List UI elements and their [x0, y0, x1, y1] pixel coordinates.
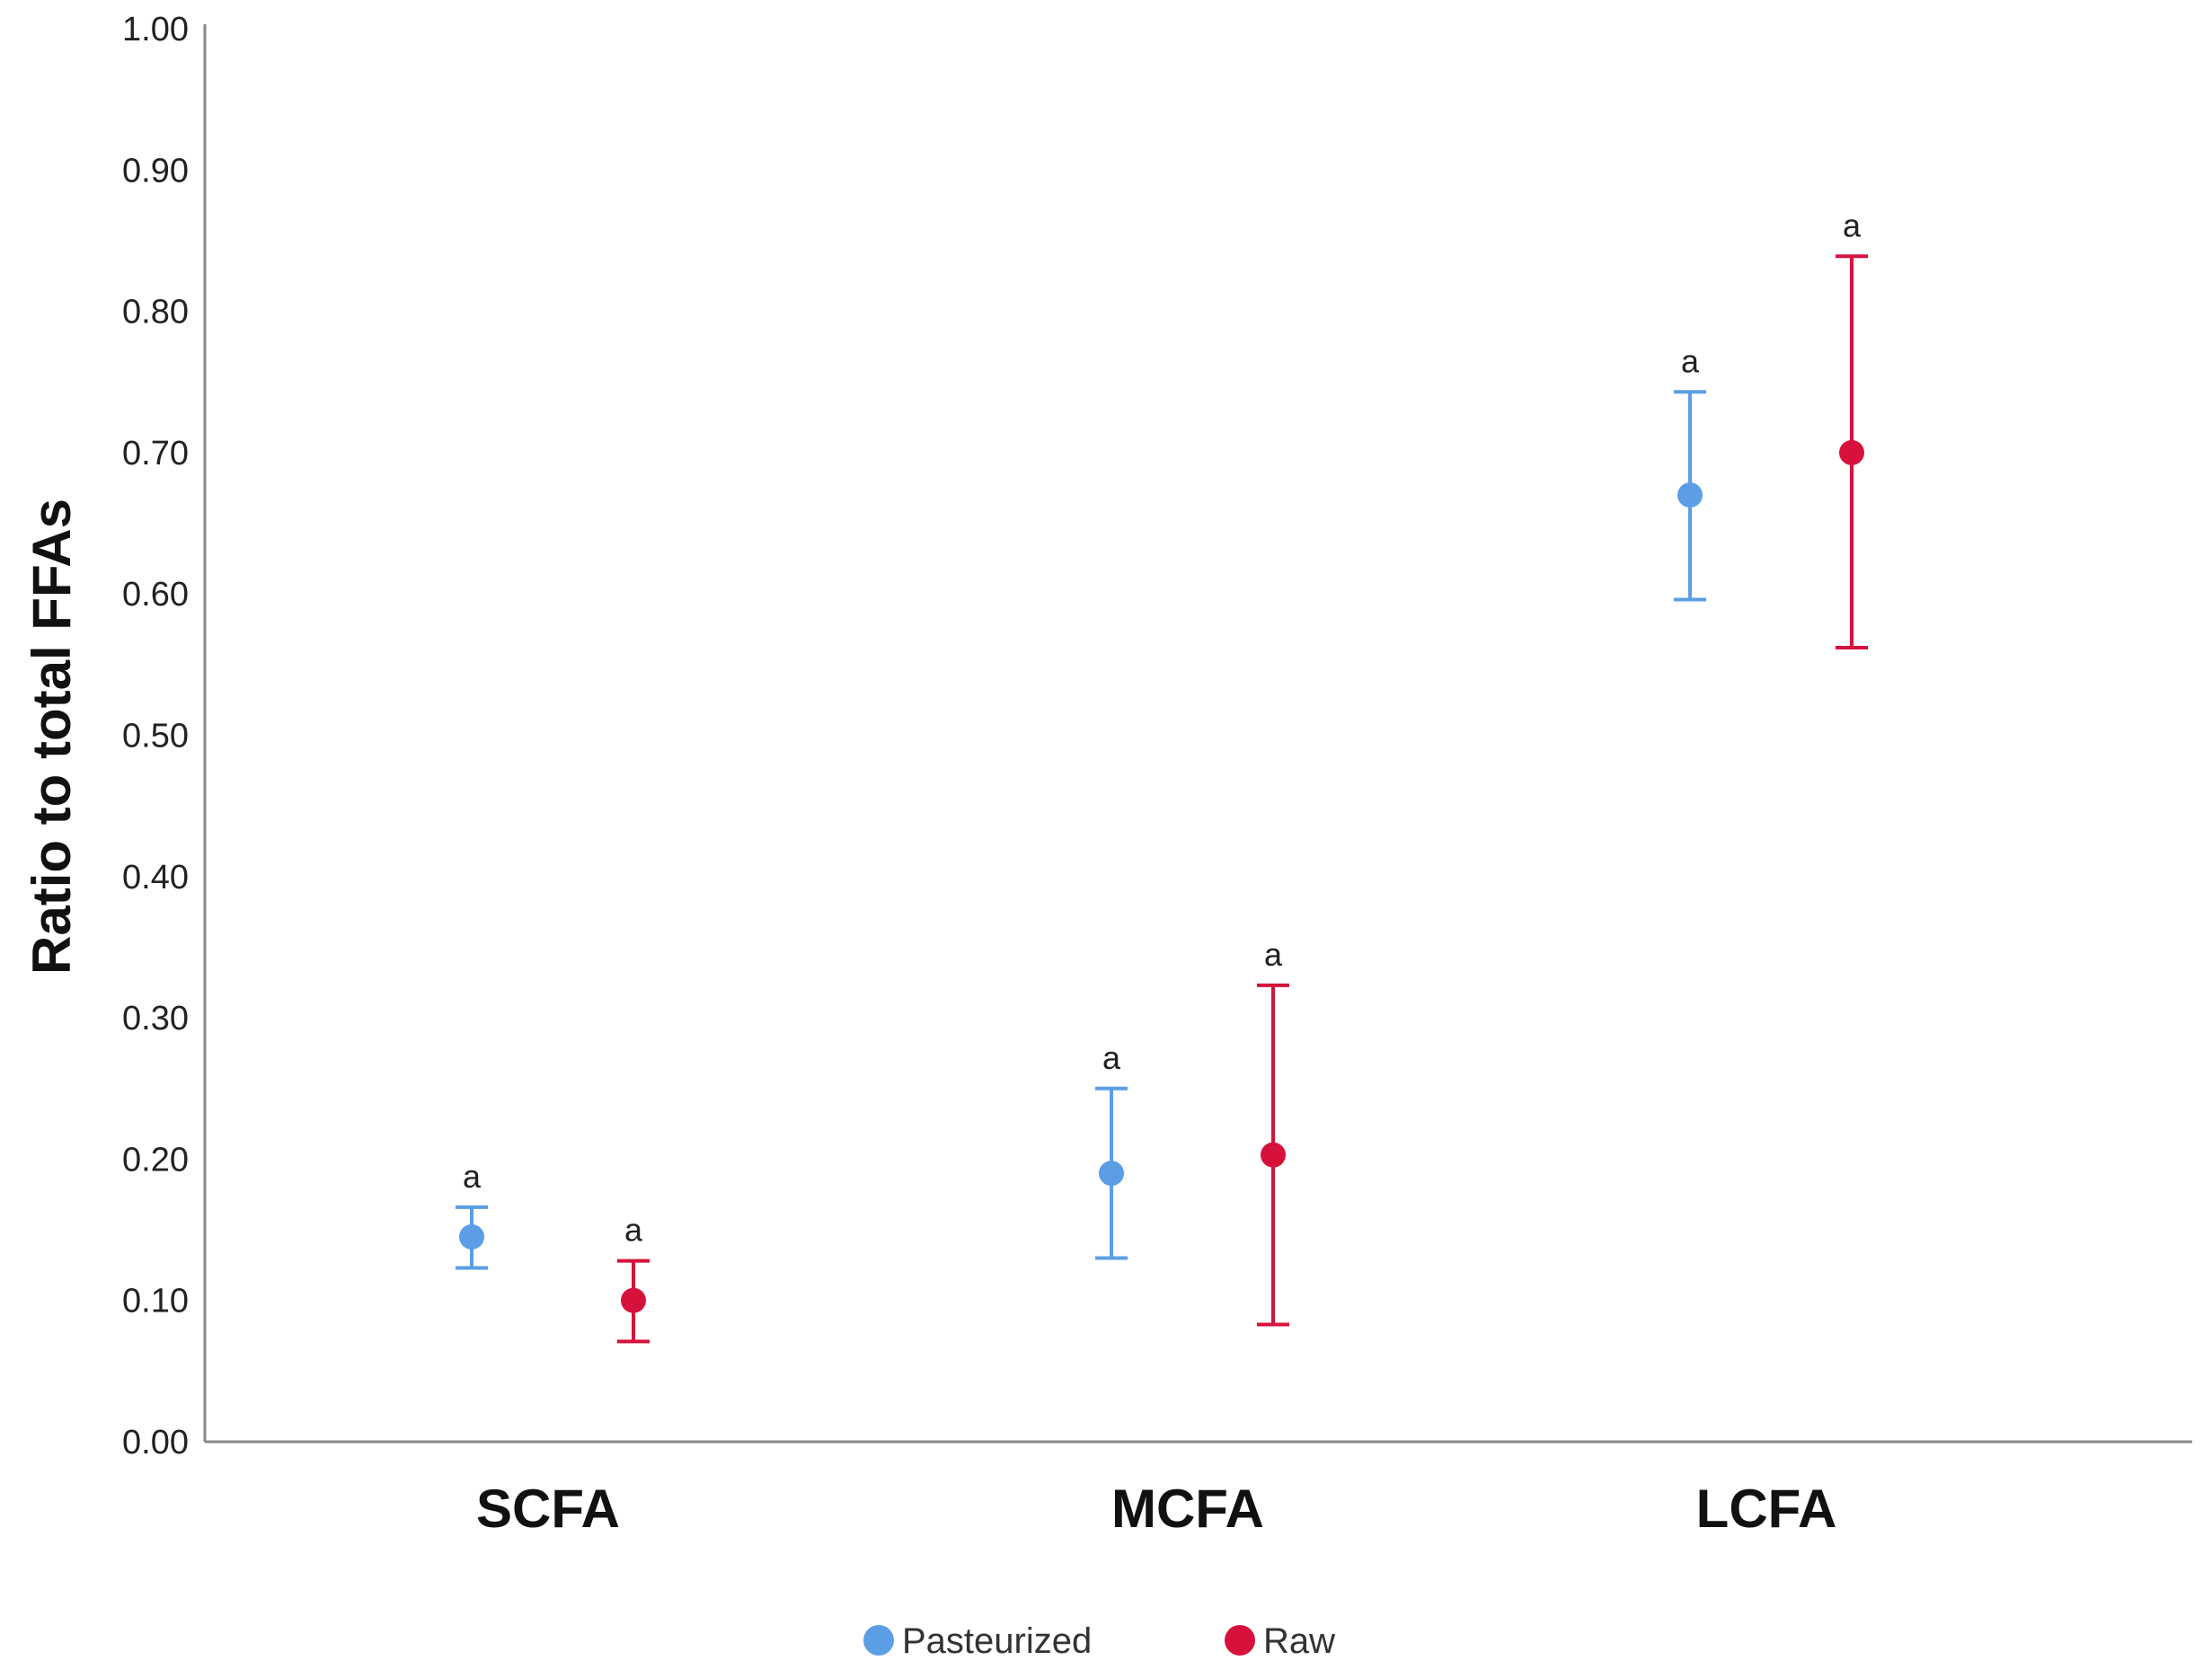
y-tick-label: 1.00 — [122, 11, 189, 49]
error-bar-group: a — [456, 1158, 488, 1270]
y-tick-label: 0.20 — [122, 1141, 189, 1179]
y-tick-label: 0.60 — [122, 576, 189, 614]
category-label: MCFA — [1111, 1479, 1264, 1539]
y-tick-label: 0.30 — [122, 1000, 189, 1038]
error-bar-group: a — [617, 1212, 650, 1344]
data-point — [1261, 1142, 1286, 1168]
y-axis-ticks: 0.00 0.10 0.20 0.30 0.40 0.50 0.60 0.70 0.80 0.90… — [122, 11, 189, 1462]
significance-letter: a — [1264, 936, 1283, 973]
error-bar-group: a — [1257, 936, 1289, 1327]
legend: Pasteurized Raw — [863, 1621, 1335, 1661]
legend-marker — [863, 1625, 894, 1656]
y-tick-label: 0.80 — [122, 294, 189, 331]
legend-label: Raw — [1263, 1621, 1335, 1661]
data-marks: a a a a a a — [456, 207, 1868, 1344]
significance-letter: a — [1843, 207, 1862, 243]
legend-item: Raw — [1225, 1621, 1335, 1661]
category-label: LCFA — [1696, 1479, 1837, 1539]
y-tick-label: 0.90 — [122, 152, 189, 190]
legend-marker — [1225, 1625, 1255, 1656]
y-tick-label: 0.10 — [122, 1283, 189, 1320]
y-tick-label: 0.70 — [122, 435, 189, 472]
error-bar-group: a — [1836, 207, 1868, 649]
error-bar-group: a — [1674, 342, 1706, 602]
data-point — [1099, 1161, 1124, 1187]
significance-letter: a — [463, 1158, 482, 1195]
significance-letter: a — [624, 1212, 643, 1249]
y-tick-label: 0.50 — [122, 718, 189, 755]
significance-letter: a — [1681, 342, 1700, 379]
y-tick-label: 0.40 — [122, 859, 189, 896]
significance-letter: a — [1102, 1039, 1121, 1076]
data-point — [459, 1223, 484, 1250]
category-label: SCFA — [476, 1479, 620, 1539]
data-point — [621, 1287, 646, 1313]
x-axis-categories: SCFA MCFA LCFA — [476, 1479, 1836, 1539]
data-point — [1839, 439, 1864, 465]
error-bar-group: a — [1095, 1039, 1128, 1260]
legend-label: Pasteurized — [902, 1621, 1092, 1661]
data-point — [1677, 482, 1703, 508]
y-axis-title: Ratio to total FFAs — [22, 499, 82, 975]
legend-item: Pasteurized — [863, 1621, 1092, 1661]
y-tick-label: 0.00 — [122, 1424, 189, 1462]
